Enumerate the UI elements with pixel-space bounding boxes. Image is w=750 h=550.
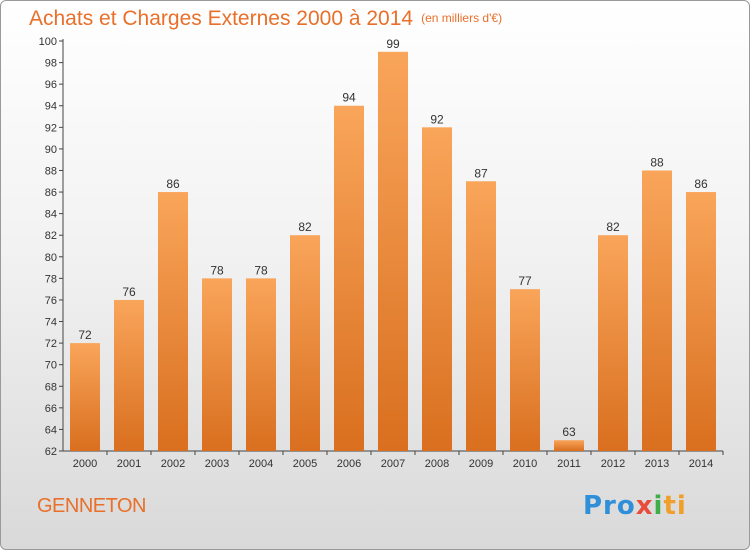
data-label: 76 (122, 285, 136, 299)
commune-name: GENNETON (37, 495, 146, 517)
y-tick-label: 78 (45, 273, 57, 285)
y-tick-label: 86 (45, 187, 57, 199)
y-tick-label: 88 (45, 165, 57, 177)
x-tick-label: 2006 (337, 458, 361, 470)
bar (554, 440, 584, 451)
data-label: 86 (166, 177, 180, 191)
y-tick-label: 70 (45, 360, 57, 372)
y-tick-label: 64 (45, 424, 57, 436)
data-label: 94 (342, 91, 356, 105)
y-tick-label: 72 (45, 338, 57, 350)
data-label: 63 (562, 425, 576, 439)
proxiti-logo: Proxiti (583, 491, 687, 521)
y-tick-label: 68 (45, 381, 57, 393)
x-tick-label: 2003 (205, 458, 229, 470)
y-tick-label: 96 (45, 79, 57, 91)
data-label: 78 (254, 263, 268, 277)
y-tick-label: 66 (45, 403, 57, 415)
bar (246, 278, 276, 451)
y-tick-label: 62 (45, 446, 57, 458)
bar (202, 278, 232, 451)
bar (158, 192, 188, 452)
x-tick-label: 2007 (381, 458, 405, 470)
data-label: 77 (518, 274, 532, 288)
bar (114, 299, 144, 451)
bar (598, 235, 628, 451)
bar (334, 105, 364, 451)
data-label: 82 (298, 220, 312, 234)
bar (510, 289, 540, 451)
data-label: 99 (386, 37, 400, 51)
bar (290, 235, 320, 451)
data-label: 88 (650, 155, 664, 169)
y-tick-label: 92 (45, 122, 57, 134)
x-tick-label: 2009 (469, 458, 493, 470)
logo-part-1: Pro (583, 491, 636, 521)
x-tick-label: 2012 (601, 458, 625, 470)
x-tick-label: 2014 (689, 458, 713, 470)
bar (70, 343, 100, 451)
y-tick-label: 80 (45, 252, 57, 264)
logo-part-3: i (653, 491, 664, 521)
chart-title: Achats et Charges Externes 2000 à 2014 (e… (29, 7, 502, 31)
bar (642, 170, 672, 451)
x-tick-label: 2000 (73, 458, 97, 470)
x-tick-label: 2005 (293, 458, 317, 470)
data-label: 86 (694, 177, 708, 191)
data-label: 87 (474, 166, 488, 180)
y-tick-label: 90 (45, 144, 57, 156)
title-text: Achats et Charges Externes 2000 à 2014 (29, 7, 414, 30)
y-tick-label: 74 (45, 317, 57, 329)
logo-part-4: ti (663, 491, 687, 521)
data-label: 82 (606, 220, 620, 234)
data-label: 78 (210, 263, 224, 277)
y-tick-label: 84 (45, 209, 57, 221)
x-tick-label: 2011 (557, 458, 581, 470)
y-tick-label: 76 (45, 295, 57, 307)
x-tick-label: 2002 (161, 458, 185, 470)
bar (378, 51, 408, 451)
y-tick-label: 82 (45, 230, 57, 242)
x-tick-label: 2013 (645, 458, 669, 470)
data-label: 72 (78, 328, 92, 342)
x-tick-label: 2010 (513, 458, 537, 470)
unit-label: (en milliers d'€) (421, 11, 503, 25)
bar (686, 192, 716, 452)
y-tick-label: 98 (45, 58, 57, 70)
y-tick-label: 100 (39, 36, 57, 48)
logo-part-2: x (635, 491, 654, 521)
data-label: 92 (430, 112, 444, 126)
x-tick-label: 2001 (117, 458, 141, 470)
y-tick-label: 94 (45, 101, 57, 113)
bar (466, 181, 496, 451)
x-tick-label: 2004 (249, 458, 273, 470)
x-tick-label: 2008 (425, 458, 449, 470)
bar (422, 127, 452, 451)
